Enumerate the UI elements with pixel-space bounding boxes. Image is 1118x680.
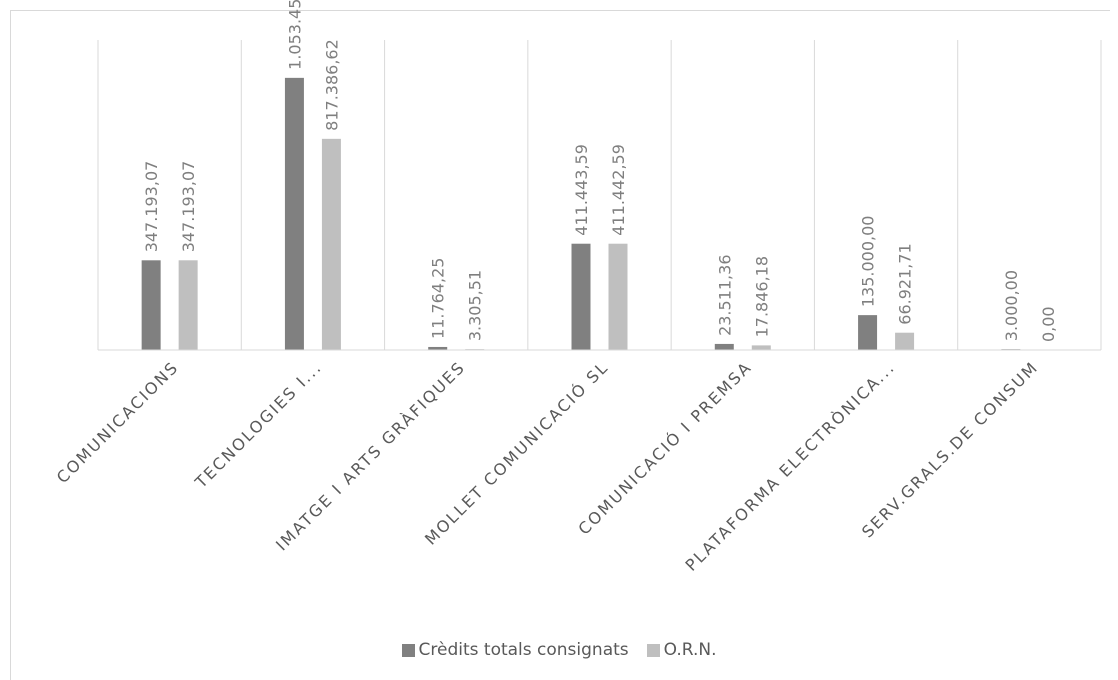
category-label: SERV.GRALS.DE CONSUM xyxy=(858,357,1042,541)
legend: Crèdits totals consignats O.R.N. xyxy=(0,639,1118,661)
legend-swatch-series-1 xyxy=(401,643,415,657)
legend-label-series-1: Crèdits totals consignats xyxy=(418,640,629,660)
bar-series-2 xyxy=(751,345,771,350)
data-label: 347.193,07 xyxy=(142,161,161,253)
bar-series-1 xyxy=(571,243,591,350)
data-label: 17.846,18 xyxy=(752,256,771,337)
category-labels-group: COMUNICACIONS TECNOLOGIES I...IMATGE I AR… xyxy=(53,357,1042,574)
data-label: 23.511,36 xyxy=(715,254,734,335)
legend-item-series-2: O.R.N. xyxy=(646,640,717,660)
category-label: COMUNICACIONS xyxy=(53,357,183,487)
data-label: 1.053.451,90 xyxy=(285,0,304,70)
data-labels-group: 347.193,07 347.193,07 1.053.451,90 817.386,… xyxy=(142,0,1058,342)
bar-series-2 xyxy=(178,260,198,350)
bar-series-1 xyxy=(141,260,161,350)
bar-series-2 xyxy=(321,138,341,350)
bar-series-2 xyxy=(895,332,915,350)
legend-swatch-series-2 xyxy=(646,643,660,657)
category-label: COMUNICACIÓ I PREMSA xyxy=(574,357,755,538)
data-label: 347.193,07 xyxy=(179,161,198,253)
category-separators xyxy=(97,40,1102,350)
data-label: 66.921,71 xyxy=(896,243,915,324)
bar-series-2 xyxy=(608,243,628,350)
bars-group xyxy=(141,77,1021,350)
data-label: 135.000,00 xyxy=(859,216,878,308)
bar-series-1 xyxy=(428,346,448,350)
data-label: 817.386,62 xyxy=(322,39,341,131)
data-label: 0,00 xyxy=(1039,306,1058,342)
legend-item-series-1: Crèdits totals consignats xyxy=(401,640,629,660)
data-label: 411.443,59 xyxy=(572,144,591,236)
data-label: 3.305,51 xyxy=(466,270,485,341)
bar-series-1 xyxy=(284,77,304,350)
category-label: TECNOLOGIES I... xyxy=(191,357,326,492)
data-label: 3.000,00 xyxy=(1002,270,1021,341)
legend-label-series-2: O.R.N. xyxy=(663,640,717,660)
bar-series-1 xyxy=(858,315,878,350)
data-label: 11.764,25 xyxy=(429,258,448,339)
chart-frame xyxy=(10,10,1110,680)
data-label: 411.442,59 xyxy=(609,144,628,236)
bar-series-1 xyxy=(714,343,734,350)
